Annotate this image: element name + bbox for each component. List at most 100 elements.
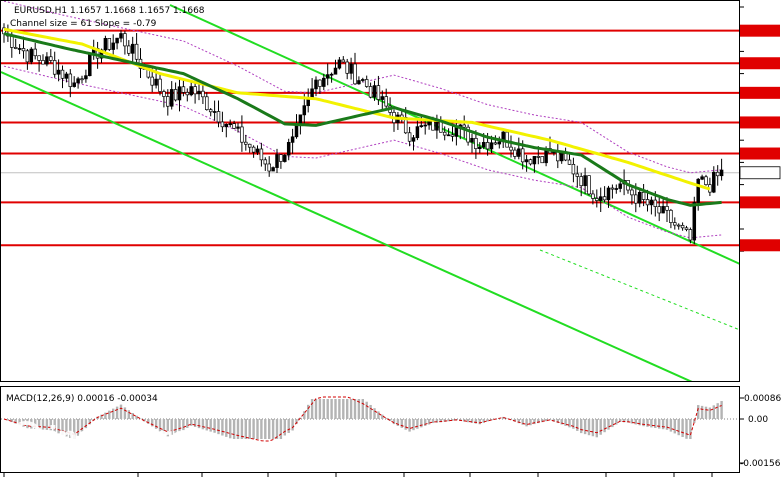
level-label-bg xyxy=(740,116,780,129)
candle-body xyxy=(68,73,73,87)
macd-bar xyxy=(712,405,715,419)
candle-body xyxy=(602,196,607,201)
macd-bar xyxy=(69,419,72,438)
candle-body xyxy=(294,124,299,138)
macd-bar xyxy=(287,419,290,433)
candle-body xyxy=(583,175,587,187)
chart-header-channel: Channel size = 61 Slope = -0.79 xyxy=(10,19,157,29)
candle-body xyxy=(263,159,268,165)
macd-bar xyxy=(127,410,130,419)
macd-bar xyxy=(619,419,622,422)
macd-bar xyxy=(112,408,115,419)
candle-body xyxy=(353,63,357,85)
macd-bar xyxy=(80,419,84,432)
candle-body xyxy=(166,96,170,107)
candle-body xyxy=(56,69,61,75)
candle-body xyxy=(185,92,190,96)
candle-body xyxy=(591,193,595,199)
candle-body xyxy=(33,48,37,57)
candle-body xyxy=(10,35,14,48)
macd-bar xyxy=(154,419,158,429)
candle-body xyxy=(575,173,580,177)
candle-body xyxy=(325,74,330,79)
macd-bar xyxy=(232,419,236,439)
macd-bar xyxy=(669,419,673,432)
macd-bar xyxy=(322,399,325,419)
macd-bar xyxy=(568,419,571,428)
macd-bar xyxy=(381,414,384,419)
macd-bar xyxy=(576,419,579,431)
candle-body xyxy=(466,126,470,143)
candle-body xyxy=(700,176,704,180)
candle-body xyxy=(123,33,127,47)
macd-bar xyxy=(330,399,333,419)
macd-bar xyxy=(661,419,665,430)
candle-body xyxy=(567,159,572,165)
macd-tick-bottom: -0.00156 xyxy=(740,459,781,469)
macd-bar xyxy=(560,419,563,425)
level-label-bg xyxy=(740,239,780,252)
candle-body xyxy=(247,143,252,148)
macd-bar xyxy=(396,419,400,426)
candle-body xyxy=(528,159,533,165)
candle-body xyxy=(314,79,318,90)
macd-panel-frame xyxy=(0,386,740,473)
candle-body xyxy=(719,169,724,177)
candle-body xyxy=(17,48,22,50)
candle-body xyxy=(532,156,537,165)
instaforex-logo: instaforex Instant Forex Trading xyxy=(9,420,209,462)
macd-bar xyxy=(271,419,275,439)
candle-body xyxy=(462,124,466,128)
candle-body xyxy=(524,159,529,163)
macd-bar xyxy=(447,419,450,422)
candle-body xyxy=(474,137,478,149)
macd-bar xyxy=(76,419,80,436)
macd-bar xyxy=(587,419,591,436)
macd-bar xyxy=(463,419,466,422)
macd-bar xyxy=(314,399,318,419)
macd-bar xyxy=(193,419,197,427)
candle-body xyxy=(470,137,474,143)
macd-bar xyxy=(353,399,357,419)
candle-body xyxy=(478,146,482,149)
candle-body xyxy=(563,152,568,161)
candle-body xyxy=(669,209,673,223)
candle-body xyxy=(333,67,338,75)
candle-body xyxy=(197,90,201,95)
macd-bar xyxy=(10,419,13,423)
macd-bar xyxy=(346,399,349,419)
macd-bar xyxy=(201,419,205,430)
macd-bar xyxy=(416,419,419,429)
candle-body xyxy=(224,124,229,128)
macd-bar xyxy=(365,401,368,419)
candle-body xyxy=(290,136,295,143)
candle-body xyxy=(587,175,591,195)
candle-body xyxy=(49,56,53,61)
macd-bar xyxy=(435,419,439,423)
macd-bar xyxy=(451,419,454,421)
candle-body xyxy=(665,206,669,211)
macd-bar xyxy=(552,419,556,422)
chart-header-symbol: EURUSD,H1 1.1657 1.1668 1.1657 1.1668 xyxy=(14,6,205,16)
candle-body xyxy=(559,152,564,162)
candle-body xyxy=(692,202,697,241)
candle-body xyxy=(251,146,256,153)
candle-body xyxy=(454,127,459,137)
macd-bar xyxy=(622,419,626,423)
candle-body xyxy=(80,78,84,81)
macd-bar xyxy=(700,405,704,419)
channel-lower-line xyxy=(1,71,693,381)
macd-bar xyxy=(84,419,88,429)
candle-body xyxy=(415,126,420,139)
macd-bar xyxy=(424,419,427,426)
candle-body xyxy=(72,82,76,87)
logo-tagline: Instant Forex Trading xyxy=(50,451,171,462)
macd-bar xyxy=(190,419,193,426)
candle-body xyxy=(13,47,18,49)
macd-bar xyxy=(474,419,478,424)
candle-body xyxy=(614,188,619,190)
candle-body xyxy=(318,79,322,87)
candle-body xyxy=(485,142,490,150)
candle-body xyxy=(493,142,498,145)
macd-bar xyxy=(486,419,489,422)
